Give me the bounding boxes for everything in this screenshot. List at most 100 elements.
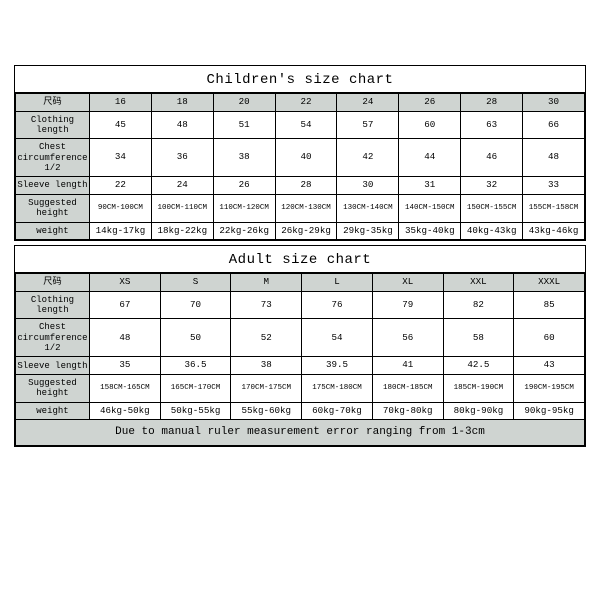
children-row-header-label: 尺码 [16,94,90,112]
cell: 48 [151,111,213,139]
children-col-7: 30 [523,94,585,112]
cell: 76 [302,291,373,319]
cell: 32 [461,177,523,195]
cell: 85 [514,291,585,319]
table-row: Sleeve length 35 36.5 38 39.5 41 42.5 43 [16,357,585,375]
cell: 51 [213,111,275,139]
adult-col-0: XS [89,274,160,292]
table-row: Sleeve length 22 24 26 28 30 31 32 33 [16,177,585,195]
children-rowlabel-1: Chest circumference 1/2 [16,139,90,177]
adult-col-4: XL [372,274,443,292]
cell: 54 [275,111,337,139]
cell: 170CM-175CM [231,375,302,403]
table-row: Clothing length 67 70 73 76 79 82 85 [16,291,585,319]
cell: 73 [231,291,302,319]
children-col-2: 20 [213,94,275,112]
children-rowlabel-2: Sleeve length [16,177,90,195]
adult-col-5: XXL [443,274,514,292]
children-table: 尺码 16 18 20 22 24 26 28 30 Clothing leng… [15,93,585,240]
cell: 55kg-60kg [231,402,302,420]
cell: 40kg-43kg [461,222,523,240]
children-col-6: 28 [461,94,523,112]
cell: 57 [337,111,399,139]
cell: 52 [231,319,302,357]
cell: 26 [213,177,275,195]
cell: 42 [337,139,399,177]
cell: 110CM-120CM [213,194,275,222]
cell: 24 [151,177,213,195]
cell: 35 [89,357,160,375]
cell: 38 [213,139,275,177]
adult-rowlabel-4: weight [16,402,90,420]
children-header-row: 尺码 16 18 20 22 24 26 28 30 [16,94,585,112]
cell: 140CM-150CM [399,194,461,222]
adult-col-1: S [160,274,231,292]
cell: 36 [151,139,213,177]
children-size-chart: Children's size chart 尺码 16 18 20 22 24 … [14,65,586,241]
cell: 90kg-95kg [514,402,585,420]
cell: 34 [89,139,151,177]
cell: 31 [399,177,461,195]
children-rowlabel-0: Clothing length [16,111,90,139]
cell: 70 [160,291,231,319]
cell: 38 [231,357,302,375]
cell: 43kg-46kg [523,222,585,240]
table-row: Suggested height 158CM-165CM 165CM-170CM… [16,375,585,403]
adult-rowlabel-1: Chest circumference 1/2 [16,319,90,357]
cell: 67 [89,291,160,319]
cell: 30 [337,177,399,195]
cell: 185CM-190CM [443,375,514,403]
table-row: weight 14kg-17kg 18kg-22kg 22kg-26kg 26k… [16,222,585,240]
cell: 82 [443,291,514,319]
children-col-4: 24 [337,94,399,112]
cell: 46 [461,139,523,177]
cell: 50 [160,319,231,357]
table-row: Chest circumference 1/2 34 36 38 40 42 4… [16,139,585,177]
cell: 26kg-29kg [275,222,337,240]
adult-rowlabel-3: Suggested height [16,375,90,403]
adult-col-6: XXXL [514,274,585,292]
measurement-note: Due to manual ruler measurement error ra… [16,420,585,446]
cell: 22 [89,177,151,195]
cell: 45 [89,111,151,139]
cell: 40 [275,139,337,177]
cell: 60 [514,319,585,357]
cell: 100CM-110CM [151,194,213,222]
table-row: Suggested height 90CM-100CM 100CM-110CM … [16,194,585,222]
children-col-0: 16 [89,94,151,112]
cell: 50kg-55kg [160,402,231,420]
table-row: Chest circumference 1/2 48 50 52 54 56 5… [16,319,585,357]
adult-size-chart: Adult size chart 尺码 XS S M L XL XXL XXXL… [14,245,586,447]
cell: 35kg-40kg [399,222,461,240]
cell: 150CM-155CM [461,194,523,222]
cell: 29kg-35kg [337,222,399,240]
cell: 18kg-22kg [151,222,213,240]
cell: 14kg-17kg [89,222,151,240]
cell: 158CM-165CM [89,375,160,403]
cell: 39.5 [302,357,373,375]
cell: 54 [302,319,373,357]
cell: 80kg-90kg [443,402,514,420]
cell: 33 [523,177,585,195]
children-rowlabel-3: Suggested height [16,194,90,222]
cell: 48 [523,139,585,177]
cell: 44 [399,139,461,177]
cell: 120CM-130CM [275,194,337,222]
adult-col-2: M [231,274,302,292]
cell: 190CM-195CM [514,375,585,403]
cell: 60kg-70kg [302,402,373,420]
cell: 180CM-185CM [372,375,443,403]
cell: 28 [275,177,337,195]
cell: 66 [523,111,585,139]
measurement-note-row: Due to manual ruler measurement error ra… [16,420,585,446]
adult-col-3: L [302,274,373,292]
adult-table: 尺码 XS S M L XL XXL XXXL Clothing length … [15,273,585,446]
table-row: weight 46kg-50kg 50kg-55kg 55kg-60kg 60k… [16,402,585,420]
cell: 175CM-180CM [302,375,373,403]
children-chart-title: Children's size chart [15,66,585,93]
cell: 90CM-100CM [89,194,151,222]
cell: 56 [372,319,443,357]
cell: 79 [372,291,443,319]
cell: 165CM-170CM [160,375,231,403]
cell: 70kg-80kg [372,402,443,420]
